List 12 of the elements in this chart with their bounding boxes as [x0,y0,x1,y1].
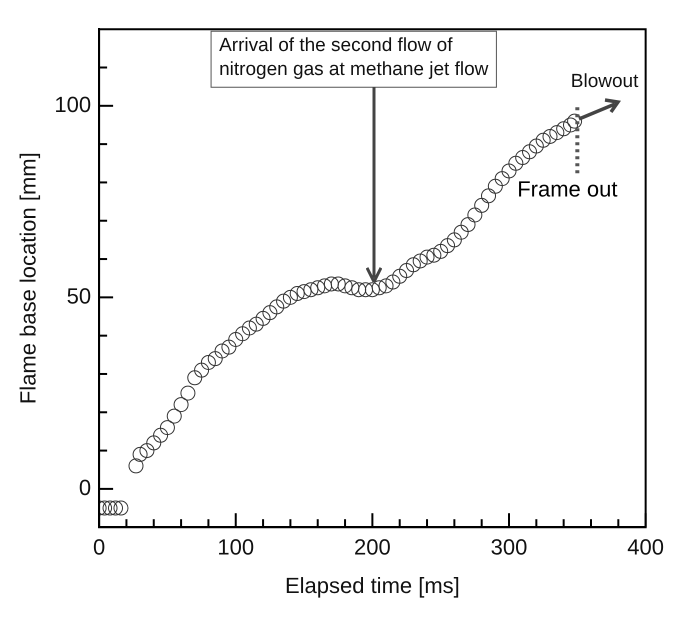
annotation: Blowout [570,70,640,92]
x-tick-label: 100 [217,534,254,560]
x-tick-label: 200 [354,534,391,560]
x-tick-label: 400 [627,534,664,560]
x-tick-label: 300 [490,534,528,560]
y-tick-label: 0 [78,474,92,500]
ref-line-label: Frame out [517,176,618,202]
y-tick-label: 100 [54,92,92,117]
annotation: Arrival of the second flow of nitrogen gas at methane jet flow [219,34,489,80]
y-axis-title: Flame base location [mm] [15,152,40,404]
x-axis-title: Elapsed time [ms] [284,572,460,598]
y-tick-label: 50 [66,283,92,308]
